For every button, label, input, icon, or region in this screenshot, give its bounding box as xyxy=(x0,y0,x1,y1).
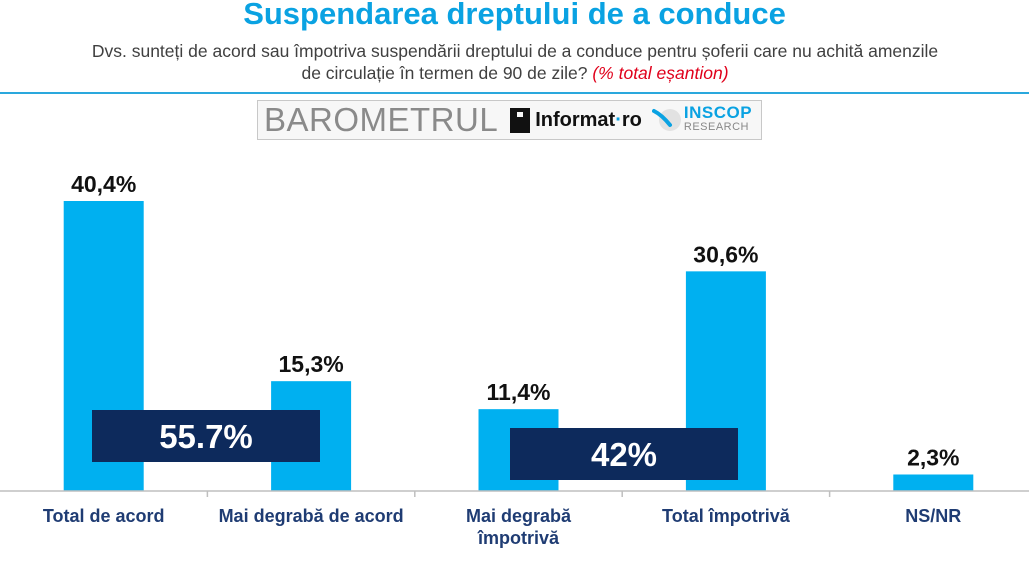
barometrul-logo-banner: BAROMETRUL Informat·ro INSCOP RESEARCH xyxy=(257,100,762,140)
inscop-research: RESEARCH xyxy=(683,121,749,133)
informat-dot: · xyxy=(615,108,622,131)
category-label-3-0: Total împotrivă xyxy=(662,506,791,526)
inscop-swirl-icon xyxy=(651,109,681,131)
summary-label-1: 42% xyxy=(591,436,657,473)
barometrul-wordmark: BAROMETRUL xyxy=(264,101,499,138)
chart-title: Suspendarea dreptului de a conduce xyxy=(243,0,786,31)
header-divider xyxy=(0,92,1029,94)
summary-label-0: 55.7% xyxy=(159,418,253,455)
category-label-4-0: NS/NR xyxy=(905,506,961,526)
value-label-3: 30,6% xyxy=(693,241,758,267)
sample-note: (% total eșantion) xyxy=(592,63,729,83)
bar-4 xyxy=(893,474,974,491)
summary-box-1 xyxy=(510,428,738,480)
informat-i-icon xyxy=(510,107,531,133)
informat-name: Informat xyxy=(535,108,616,131)
value-label-4: 2,3% xyxy=(907,444,959,470)
value-label-2: 11,4% xyxy=(487,379,551,405)
category-label-1-0: Mai degrabă de acord xyxy=(219,506,404,526)
category-label-2-0: Mai degrabă xyxy=(466,506,572,526)
inscop-name: INSCOP xyxy=(683,103,753,122)
informat-tld: ro xyxy=(621,108,642,131)
category-label-0-0: Total de acord xyxy=(43,506,165,526)
survey-question: Dvs. sunteți de acord sau împotriva susp… xyxy=(20,40,1010,84)
informat-wordmark: Informat·ro xyxy=(535,109,642,132)
inscop-wordmark: INSCOP RESEARCH xyxy=(683,103,753,134)
value-label-1: 15,3% xyxy=(278,351,343,377)
summary-box-0 xyxy=(92,410,320,462)
question-line-2: de circulație în termen de 90 de zile? xyxy=(301,63,588,83)
bar-chart: 40,4% 15,3% 11,4% 30,6% 2,3% Total de acord Ma… xyxy=(0,171,1029,548)
category-label-2-1: împotrivă xyxy=(477,528,560,548)
value-label-0: 40,4% xyxy=(71,171,136,197)
question-line-1: Dvs. sunteți de acord sau împotriva susp… xyxy=(91,41,939,61)
